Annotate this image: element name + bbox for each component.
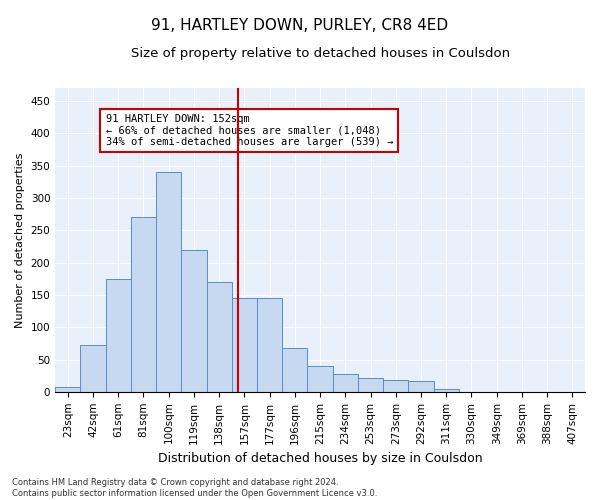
Text: 91 HARTLEY DOWN: 152sqm
← 66% of detached houses are smaller (1,048)
34% of semi: 91 HARTLEY DOWN: 152sqm ← 66% of detache… (106, 114, 393, 147)
Text: 91, HARTLEY DOWN, PURLEY, CR8 4ED: 91, HARTLEY DOWN, PURLEY, CR8 4ED (151, 18, 449, 32)
Bar (307, 366, 332, 392)
Bar (232, 298, 257, 392)
Bar (434, 388, 459, 392)
Bar (80, 346, 106, 392)
Title: Size of property relative to detached houses in Coulsdon: Size of property relative to detached ho… (131, 48, 509, 60)
Bar (383, 380, 409, 392)
Bar (409, 381, 434, 392)
Bar (156, 172, 181, 392)
Text: Contains HM Land Registry data © Crown copyright and database right 2024.
Contai: Contains HM Land Registry data © Crown c… (12, 478, 377, 498)
X-axis label: Distribution of detached houses by size in Coulsdon: Distribution of detached houses by size … (158, 452, 482, 465)
Bar (332, 374, 358, 392)
Y-axis label: Number of detached properties: Number of detached properties (15, 152, 25, 328)
Bar (131, 218, 156, 392)
Bar (257, 298, 282, 392)
Bar (358, 378, 383, 392)
Bar (282, 348, 307, 392)
Bar (55, 386, 80, 392)
Bar (181, 250, 206, 392)
Bar (106, 278, 131, 392)
Bar (206, 282, 232, 392)
